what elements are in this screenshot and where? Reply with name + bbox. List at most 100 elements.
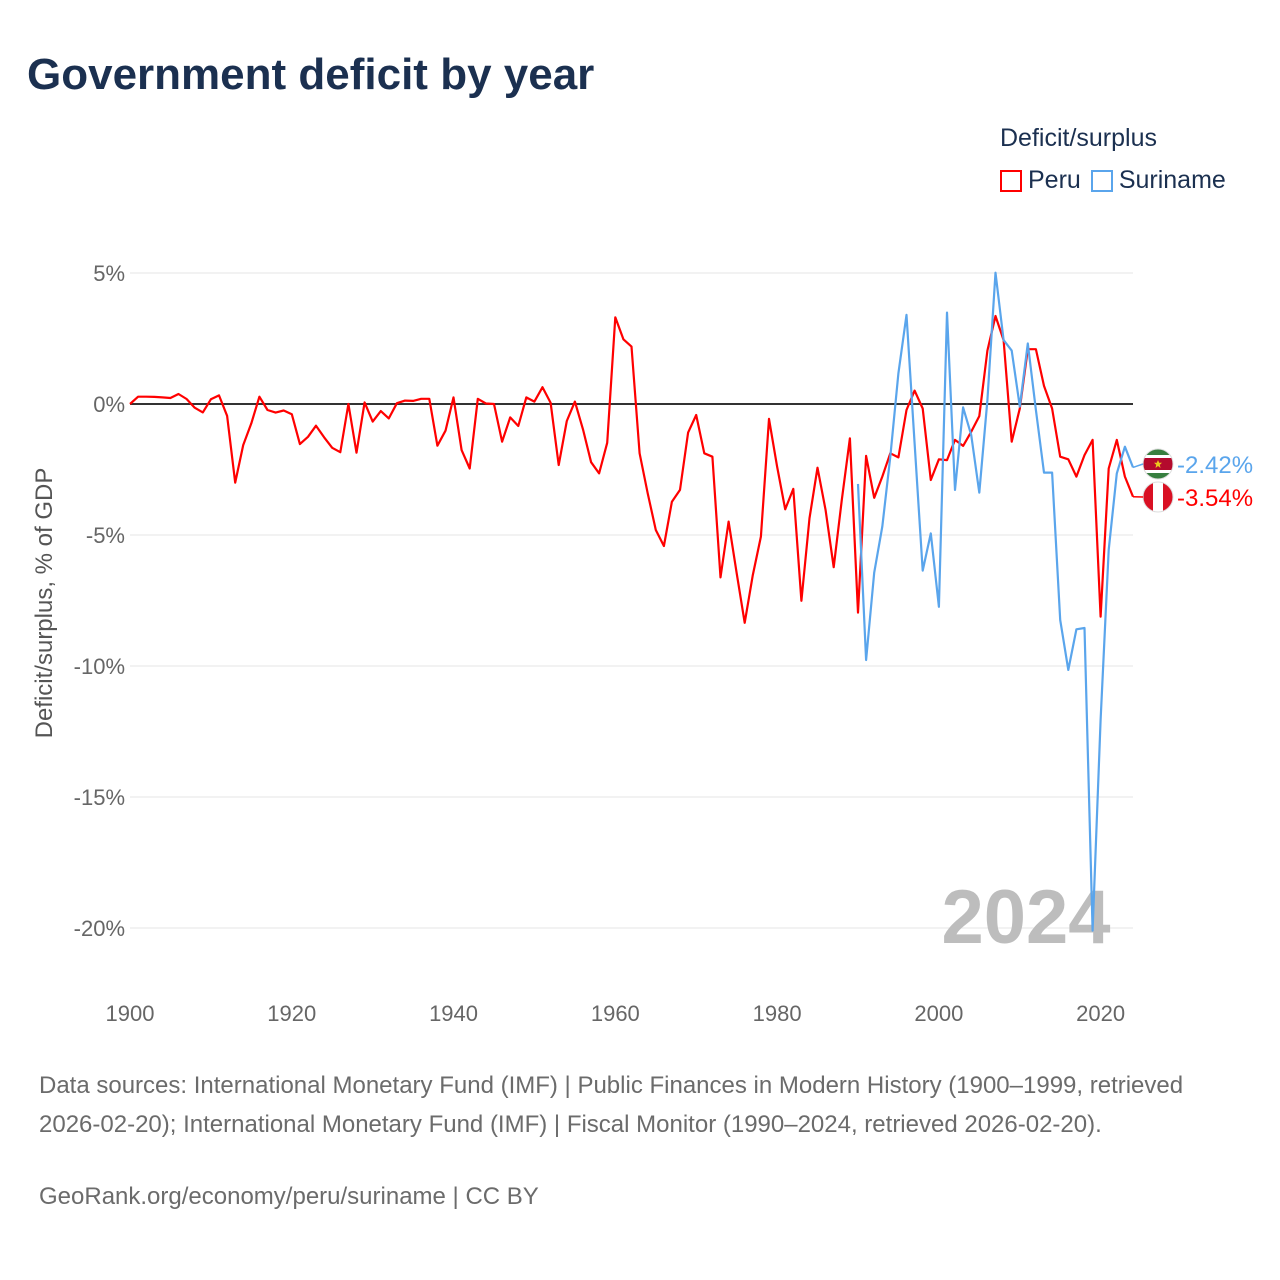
- data-point-peru[interactable]: [669, 499, 675, 505]
- legend-item-suriname[interactable]: Suriname: [1090, 166, 1226, 195]
- data-point-peru[interactable]: [434, 443, 440, 449]
- data-point-peru[interactable]: [904, 407, 910, 413]
- data-point-suriname[interactable]: [1009, 348, 1015, 354]
- data-point-peru[interactable]: [1114, 437, 1120, 443]
- data-point-peru[interactable]: [726, 519, 732, 525]
- data-point-peru[interactable]: [184, 396, 190, 402]
- data-point-suriname[interactable]: [1073, 626, 1079, 632]
- data-point-peru[interactable]: [685, 430, 691, 436]
- data-point-peru[interactable]: [556, 462, 562, 468]
- data-point-peru[interactable]: [588, 459, 594, 465]
- data-point-peru[interactable]: [847, 435, 853, 441]
- data-point-suriname[interactable]: [871, 570, 877, 576]
- data-point-peru[interactable]: [831, 564, 837, 570]
- data-point-peru[interactable]: [305, 434, 311, 440]
- data-point-peru[interactable]: [653, 527, 659, 533]
- data-point-suriname[interactable]: [887, 454, 893, 460]
- data-point-peru[interactable]: [701, 450, 707, 456]
- data-point-peru[interactable]: [540, 384, 546, 390]
- data-point-peru[interactable]: [313, 423, 319, 429]
- data-point-peru[interactable]: [645, 490, 651, 496]
- data-point-suriname[interactable]: [976, 490, 982, 496]
- data-point-peru[interactable]: [839, 497, 845, 503]
- data-point-peru[interactable]: [790, 486, 796, 492]
- data-point-suriname[interactable]: [952, 487, 958, 493]
- data-point-suriname[interactable]: [928, 530, 934, 536]
- data-point-peru[interactable]: [467, 465, 473, 471]
- data-point-peru[interactable]: [1106, 465, 1112, 471]
- data-point-peru[interactable]: [629, 344, 635, 350]
- data-point-peru[interactable]: [596, 470, 602, 476]
- data-point-suriname[interactable]: [936, 604, 942, 610]
- data-point-peru[interactable]: [224, 413, 230, 419]
- data-point-peru[interactable]: [507, 414, 513, 420]
- data-point-suriname[interactable]: [1122, 444, 1128, 450]
- data-point-peru[interactable]: [265, 407, 271, 413]
- data-point-peru[interactable]: [766, 416, 772, 422]
- data-point-peru[interactable]: [1049, 405, 1055, 411]
- data-point-peru[interactable]: [742, 620, 748, 626]
- data-point-peru[interactable]: [928, 477, 934, 483]
- data-point-peru[interactable]: [256, 394, 262, 400]
- legend-item-peru[interactable]: Peru: [1000, 166, 1081, 195]
- data-point-suriname[interactable]: [1025, 340, 1031, 346]
- data-point-suriname[interactable]: [1049, 470, 1055, 476]
- data-point-peru[interactable]: [127, 401, 133, 407]
- data-point-peru[interactable]: [167, 395, 173, 401]
- data-point-peru[interactable]: [782, 506, 788, 512]
- data-point-peru[interactable]: [523, 394, 529, 400]
- data-point-peru[interactable]: [483, 400, 489, 406]
- data-point-suriname[interactable]: [968, 432, 974, 438]
- data-point-suriname[interactable]: [904, 312, 910, 318]
- data-point-peru[interactable]: [386, 415, 392, 421]
- data-point-suriname[interactable]: [1098, 717, 1104, 723]
- data-point-peru[interactable]: [531, 399, 537, 405]
- data-point-peru[interactable]: [151, 394, 157, 400]
- data-point-peru[interactable]: [402, 398, 408, 404]
- data-point-peru[interactable]: [232, 480, 238, 486]
- data-point-peru[interactable]: [1009, 439, 1015, 445]
- data-point-suriname[interactable]: [992, 270, 998, 276]
- data-point-peru[interactable]: [1065, 456, 1071, 462]
- data-point-peru[interactable]: [353, 450, 359, 456]
- data-point-peru[interactable]: [806, 515, 812, 521]
- data-point-peru[interactable]: [815, 465, 821, 471]
- data-point-peru[interactable]: [1033, 346, 1039, 352]
- data-point-peru[interactable]: [734, 570, 740, 576]
- data-point-peru[interactable]: [620, 336, 626, 342]
- data-point-peru[interactable]: [135, 394, 141, 400]
- data-point-peru[interactable]: [750, 572, 756, 578]
- data-point-peru[interactable]: [1081, 452, 1087, 458]
- data-point-peru[interactable]: [289, 411, 295, 417]
- data-point-suriname[interactable]: [879, 524, 885, 530]
- data-point-peru[interactable]: [920, 405, 926, 411]
- data-point-peru[interactable]: [717, 574, 723, 580]
- data-point-peru[interactable]: [823, 507, 829, 513]
- data-point-peru[interactable]: [418, 396, 424, 402]
- data-point-peru[interactable]: [459, 447, 465, 453]
- data-point-peru[interactable]: [1122, 474, 1128, 480]
- data-point-peru[interactable]: [548, 400, 554, 406]
- data-point-peru[interactable]: [273, 410, 279, 416]
- data-point-suriname[interactable]: [1114, 470, 1120, 476]
- data-point-peru[interactable]: [281, 408, 287, 414]
- data-point-suriname[interactable]: [895, 370, 901, 376]
- data-point-peru[interactable]: [200, 409, 206, 415]
- data-point-peru[interactable]: [192, 405, 198, 411]
- data-point-suriname[interactable]: [1081, 625, 1087, 631]
- data-point-suriname[interactable]: [1090, 928, 1096, 934]
- data-point-suriname[interactable]: [1033, 407, 1039, 413]
- data-point-peru[interactable]: [499, 439, 505, 445]
- data-point-peru[interactable]: [944, 457, 950, 463]
- credit-link[interactable]: GeoRank.org/economy/peru/suriname | CC B…: [39, 1183, 539, 1210]
- data-point-peru[interactable]: [378, 408, 384, 414]
- data-point-peru[interactable]: [329, 445, 335, 451]
- data-point-peru[interactable]: [564, 418, 570, 424]
- data-point-peru[interactable]: [709, 454, 715, 460]
- data-point-peru[interactable]: [345, 401, 351, 407]
- data-point-peru[interactable]: [337, 449, 343, 455]
- data-point-peru[interactable]: [855, 610, 861, 616]
- data-point-peru[interactable]: [491, 401, 497, 407]
- data-point-peru[interactable]: [637, 450, 643, 456]
- data-point-peru[interactable]: [321, 434, 327, 440]
